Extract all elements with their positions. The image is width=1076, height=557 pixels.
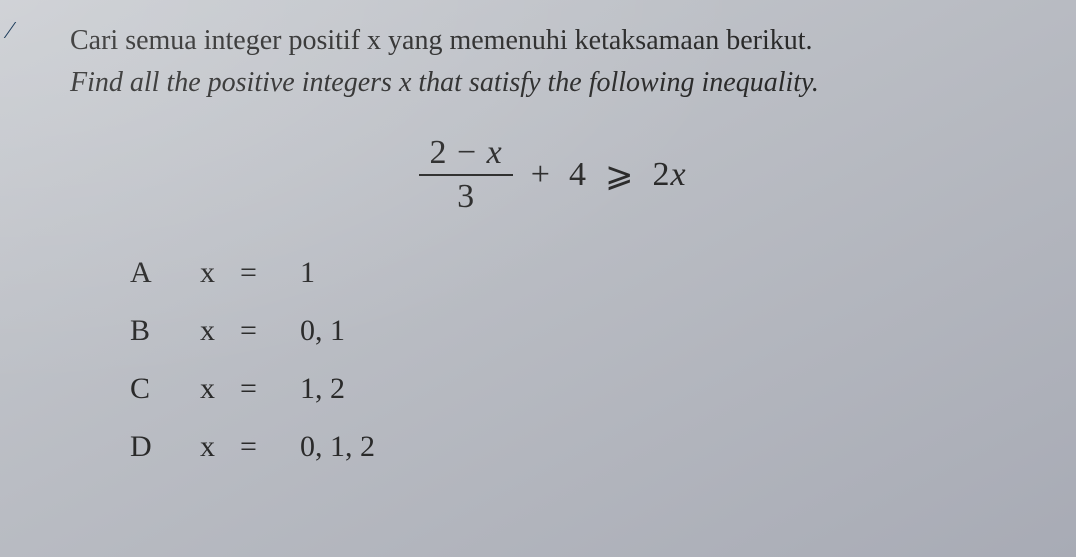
inequality-formula: 2 − x 3 + 4 ⩾ 2x — [70, 134, 1036, 216]
option-value: 1 — [280, 256, 315, 290]
option-eq: = — [240, 372, 280, 406]
option-label: D — [130, 430, 200, 464]
option-label: C — [130, 372, 200, 406]
denominator: 3 — [447, 176, 485, 216]
plus-sign: + — [531, 156, 551, 194]
formula-const: 4 — [569, 156, 587, 194]
numerator-op: − — [457, 134, 477, 171]
question-text: Cari semua integer positif x yang memenu… — [70, 20, 1036, 104]
option-x: x — [200, 430, 240, 464]
rhs-coef: 2 — [652, 156, 670, 193]
option-label: B — [130, 314, 200, 348]
formula-rhs: 2x — [652, 156, 686, 194]
option-eq: = — [240, 314, 280, 348]
option-value: 1, 2 — [280, 372, 345, 406]
question-english: Find all the positive integers x that sa… — [70, 62, 1036, 104]
numerator-a: 2 — [429, 134, 447, 171]
option-value: 0, 1 — [280, 314, 345, 348]
question-number-mark: ⁄ — [8, 18, 12, 45]
option-c[interactable]: C x = 1, 2 — [130, 372, 1036, 406]
options-list: A x = 1 B x = 0, 1 C x = 1, 2 D x = 0, 1… — [130, 256, 1036, 464]
option-label: A — [130, 256, 200, 290]
gte-sign: ⩾ — [605, 155, 635, 195]
option-b[interactable]: B x = 0, 1 — [130, 314, 1036, 348]
option-eq: = — [240, 430, 280, 464]
option-eq: = — [240, 256, 280, 290]
option-x: x — [200, 256, 240, 290]
option-x: x — [200, 314, 240, 348]
numerator: 2 − x — [419, 134, 512, 176]
question-malay: Cari semua integer positif x yang memenu… — [70, 20, 1036, 62]
option-d[interactable]: D x = 0, 1, 2 — [130, 430, 1036, 464]
rhs-var: x — [670, 156, 686, 193]
option-value: 0, 1, 2 — [280, 430, 375, 464]
option-x: x — [200, 372, 240, 406]
option-a[interactable]: A x = 1 — [130, 256, 1036, 290]
numerator-b: x — [487, 134, 503, 171]
fraction: 2 − x 3 — [419, 134, 512, 216]
